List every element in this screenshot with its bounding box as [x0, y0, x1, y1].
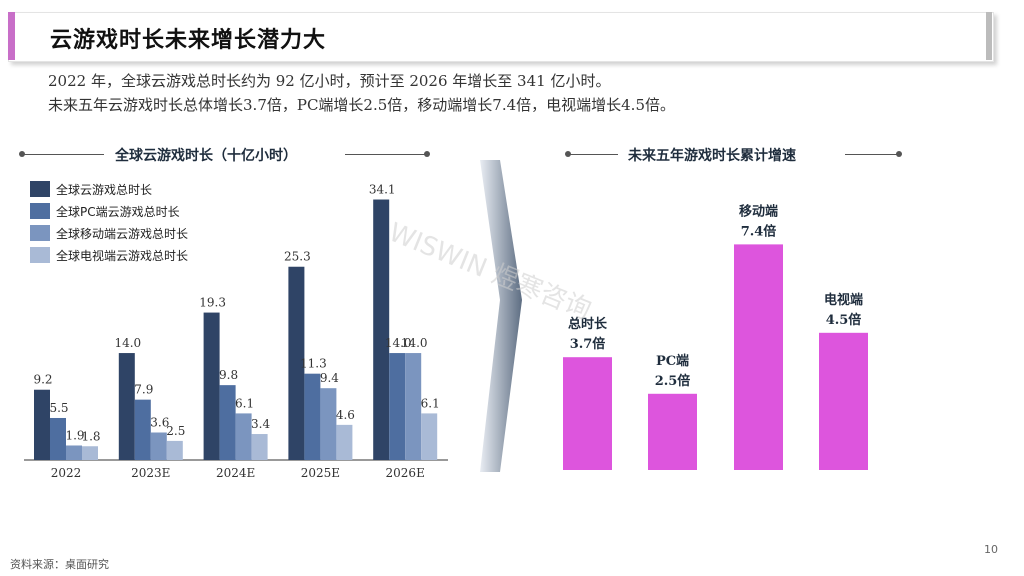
- bar-2025E-series-0: [288, 266, 305, 460]
- legend-label-mobile: 全球移动端云游戏总时长: [56, 226, 189, 241]
- x-tick-label: 2023E: [131, 466, 170, 480]
- source-note: 资料来源：桌面研究: [10, 558, 109, 571]
- bar-value-label: 11.3: [300, 357, 327, 371]
- bar-2026E-series-2: [405, 353, 422, 460]
- left-title-dot-right: [424, 151, 430, 157]
- bar-value-label: 19.3: [199, 296, 226, 310]
- title-bar: [8, 12, 994, 62]
- x-tick-label: 2025E: [301, 466, 340, 480]
- bar-2026E-series-3: [421, 413, 438, 460]
- growth-value-label: 7.4倍: [741, 223, 777, 239]
- right-title-dot-left: [565, 151, 571, 157]
- chevron-arrow-icon: [480, 160, 522, 472]
- growth-value-label: 3.7倍: [570, 336, 606, 352]
- bar-value-label: 4.6: [336, 408, 355, 422]
- growth-value-label: 4.5倍: [826, 312, 862, 328]
- bar-value-label: 6.1: [235, 396, 254, 410]
- bar-2026E-series-0: [373, 199, 390, 460]
- subtitle-line-1: 2022 年，全球云游戏总时长约为 92 亿小时，预计至 2026 年增长至 3…: [48, 72, 611, 90]
- left-title-line-left: [24, 154, 104, 155]
- bar-value-label: 2.5: [166, 424, 185, 438]
- right-title-line-right: [845, 154, 897, 155]
- bar-2022-series-0: [34, 389, 50, 460]
- legend-item-tv: 全球电视端云游戏总时长: [30, 244, 188, 266]
- left-chart-title: 全球云游戏时长（十亿小时）: [115, 148, 297, 164]
- x-tick-label: 2024E: [216, 466, 255, 480]
- growth-bar-3: [819, 332, 868, 470]
- bar-value-label: 7.9: [134, 383, 153, 397]
- legend-swatch-tv: [30, 247, 50, 263]
- x-tick-label: 2026E: [386, 466, 425, 480]
- legend-swatch-pc: [30, 203, 50, 219]
- bar-value-label: 6.1: [421, 396, 440, 410]
- bar-2023E-series-1: [134, 399, 151, 460]
- right-chart-title: 未来五年游戏时长累计增速: [628, 148, 796, 164]
- bar-value-label: 1.8: [81, 429, 100, 443]
- bar-value-label: 25.3: [284, 250, 311, 264]
- legend-item-pc: 全球PC端云游戏总时长: [30, 200, 188, 222]
- growth-bar-0: [563, 357, 612, 470]
- bar-2025E-series-3: [336, 424, 353, 460]
- bar-2024E-series-2: [235, 413, 252, 460]
- legend-swatch-mobile: [30, 225, 50, 241]
- title-accent-bar: [8, 12, 15, 60]
- bar-2022-series-1: [50, 417, 66, 460]
- growth-bar-1: [648, 393, 697, 470]
- right-title-line-left: [570, 154, 618, 155]
- bar-value-label: 1.9: [65, 428, 84, 442]
- bar-2023E-series-2: [150, 432, 167, 460]
- bar-value-label: 9.4: [320, 371, 339, 385]
- bar-2025E-series-2: [320, 388, 337, 460]
- bar-2024E-series-3: [251, 434, 268, 460]
- bar-value-label: 34.1: [369, 183, 396, 197]
- right-title-dot-right: [896, 151, 902, 157]
- legend-item-total: 全球云游戏总时长: [30, 178, 188, 200]
- growth-category-label: 总时长: [568, 316, 608, 332]
- growth-bar-2: [734, 244, 783, 470]
- bar-value-label: 14.0: [385, 336, 412, 350]
- bar-value-label: 14.0: [401, 336, 428, 350]
- legend-label-pc: 全球PC端云游戏总时长: [56, 204, 180, 219]
- bar-2022-series-3: [82, 446, 98, 460]
- left-title-line-right: [345, 154, 425, 155]
- legend-label-tv: 全球电视端云游戏总时长: [56, 248, 189, 263]
- bar-2023E-series-3: [166, 440, 183, 460]
- page-number: 10: [984, 543, 998, 556]
- left-title-dot-left: [19, 151, 25, 157]
- legend-swatch-total: [30, 181, 50, 197]
- legend-item-mobile: 全球移动端云游戏总时长: [30, 222, 188, 244]
- legend-label-total: 全球云游戏总时长: [56, 182, 153, 197]
- subtitle-line-2: 未来五年云游戏时长总体增长3.7倍，PC端增长2.5倍，移动端增长7.4倍，电视…: [48, 96, 675, 114]
- bar-2023E-series-0: [118, 353, 135, 460]
- bar-value-label: 14.0: [114, 336, 141, 350]
- bar-2025E-series-1: [304, 373, 321, 460]
- bar-value-label: 9.8: [219, 368, 238, 382]
- chart-legend: 全球云游戏总时长 全球PC端云游戏总时长 全球移动端云游戏总时长 全球电视端云游…: [30, 178, 188, 266]
- growth-category-label: PC端: [656, 353, 689, 369]
- bar-2026E-series-1: [389, 353, 406, 460]
- bar-value-label: 3.4: [251, 417, 270, 431]
- title-right-edge: [986, 12, 992, 60]
- bar-value-label: 3.6: [150, 416, 169, 430]
- growth-category-label: 电视端: [824, 292, 863, 308]
- bar-2022-series-2: [66, 445, 82, 460]
- growth-value-label: 2.5倍: [655, 373, 691, 389]
- bar-2024E-series-1: [219, 385, 236, 460]
- bar-value-label: 5.5: [49, 401, 68, 415]
- page-title: 云游戏时长未来增长潜力大: [50, 28, 327, 53]
- left-chart: 9.2 5.5 1.91.8 2022 14.0 7.9 3.62.5 2023E 19.3 9.…: [24, 183, 448, 480]
- bar-value-label: 9.2: [33, 373, 52, 387]
- bar-2024E-series-0: [203, 312, 220, 460]
- x-tick-label: 2022: [51, 466, 82, 480]
- growth-category-label: 移动端: [739, 203, 778, 219]
